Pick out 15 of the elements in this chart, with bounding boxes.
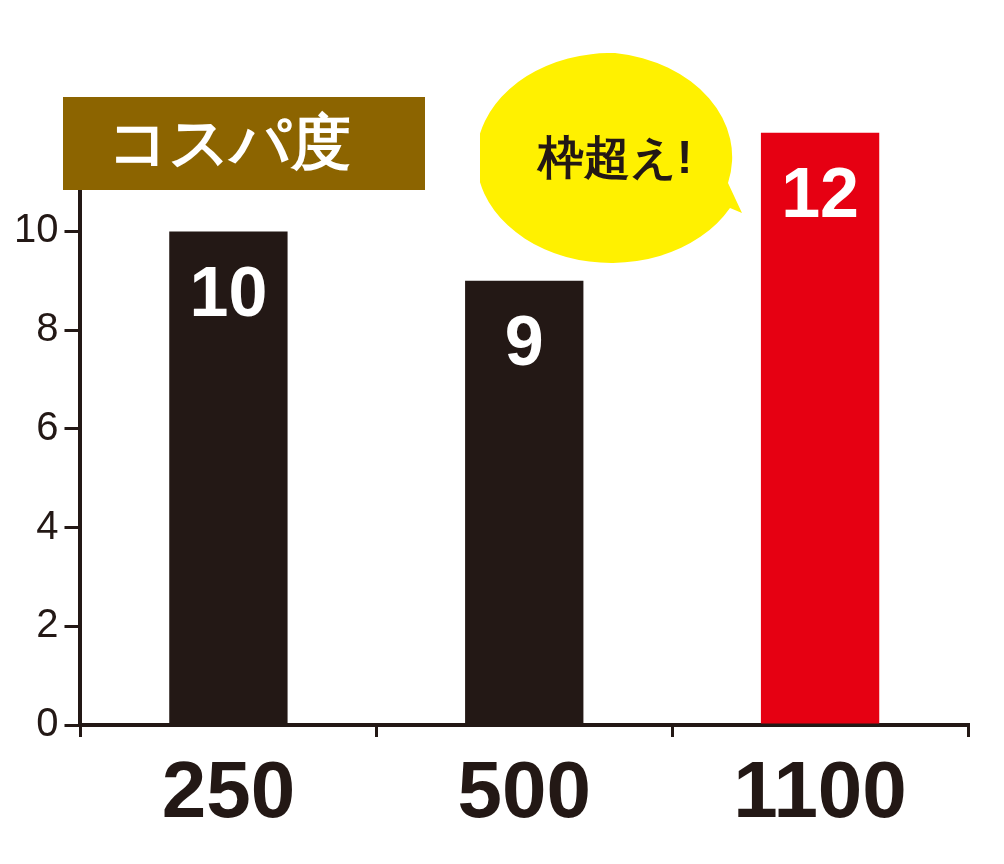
bar [760,132,880,724]
x-tick-label: 500 [457,745,591,835]
data-label: 9 [504,302,544,381]
x-tick-label: 1100 [733,745,907,835]
y-tick-label: 8 [36,305,59,350]
y-tick-label: 0 [36,700,59,745]
y-tick-label: 6 [36,403,59,448]
annotation: 枠超え! [536,129,694,185]
data-label: 10 [189,252,268,331]
chart-title: コスパ度 [63,97,425,190]
y-tick-label: 10 [13,206,59,251]
data-label: 12 [781,153,860,232]
y-tick-label: 4 [36,502,59,547]
x-tick-label: 250 [161,745,296,835]
y-tick-label: 2 [36,601,59,646]
